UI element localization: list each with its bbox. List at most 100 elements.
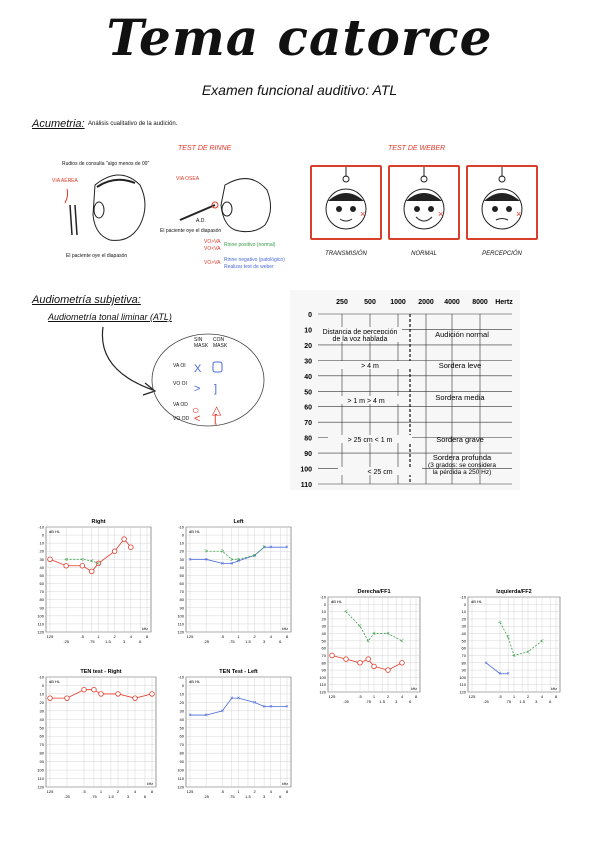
chart-ytick: -10 xyxy=(178,675,185,680)
legend-symbol-vo-od: < xyxy=(194,413,200,425)
chart-point xyxy=(89,568,95,575)
table-left-text: Distancia de percepción xyxy=(323,329,398,336)
chart-ytick: 100 xyxy=(177,613,184,618)
chart-ytick: 70 xyxy=(180,589,185,594)
chart-title: TEN test - Right xyxy=(80,669,121,675)
chart-bg xyxy=(30,665,160,805)
chart-xtick: 6 xyxy=(279,639,282,644)
chart-ytick: 40 xyxy=(322,631,327,636)
chart-point xyxy=(81,686,87,693)
chart-point xyxy=(149,691,155,697)
chart-point xyxy=(91,686,97,693)
chart-ytick: 60 xyxy=(180,734,185,739)
table-text-bg xyxy=(328,435,412,443)
chart-xtick: 1 xyxy=(100,789,103,794)
chart-ytick: 110 xyxy=(178,776,185,781)
table-db-label: 40 xyxy=(304,374,312,381)
weber-label-normal: NORMAL xyxy=(411,251,437,257)
chart-series-line xyxy=(66,558,99,564)
chart-title: Izquierda/FF2 xyxy=(496,589,531,595)
chart-xtick: .25 xyxy=(343,699,349,704)
svg-text:×: × xyxy=(438,209,443,219)
chart-ytick: 110 xyxy=(38,621,45,626)
chart-xtick: .75 xyxy=(229,794,235,799)
chart-xtick: .5 xyxy=(221,634,225,639)
chart-ytick: 70 xyxy=(40,742,45,747)
chart-ytick: 80 xyxy=(180,597,185,602)
chart-ytick: -10 xyxy=(38,675,45,680)
chart-point: > xyxy=(204,549,208,555)
chart-xtick: 2 xyxy=(114,634,117,639)
legend-row-va-od: VA OD xyxy=(173,402,188,408)
chart-ytick: 10 xyxy=(180,541,185,546)
chart-ytick: 0 xyxy=(42,533,45,538)
chart-point xyxy=(47,556,53,563)
chart-xtick: 8 xyxy=(555,694,558,699)
chart-xtick: .5 xyxy=(358,694,362,699)
chart-ytick: 40 xyxy=(40,565,45,570)
chart-point: × xyxy=(188,713,192,719)
chart-ytick: 110 xyxy=(460,682,467,687)
audiometria-heading: Audiometría subjetiva: xyxy=(32,294,141,306)
chart-xtick: 1.5 xyxy=(245,639,251,644)
weber-title: TEST DE WEBER xyxy=(388,145,446,152)
chart-point: < xyxy=(512,653,516,659)
rinne-title: TEST DE RINNE xyxy=(178,145,232,152)
rinne-va: VIA AÉREA xyxy=(52,178,78,184)
chart-ytick: 90 xyxy=(180,759,185,764)
chart-right: Right -10 0 10 20 30 40 50 60 70 80 90 100 110 120125.… xyxy=(30,515,155,650)
rinne-note2: El paciente oye el diapasón xyxy=(66,253,128,259)
table-left-text: > 4 m xyxy=(361,363,379,370)
chart-xtick: .25 xyxy=(483,699,489,704)
legend-symbol-va-oi-mask xyxy=(212,361,223,373)
chart-xtick: 125 xyxy=(329,694,336,699)
chart-title: Right xyxy=(91,519,105,525)
chart-dbhl-label: dB HL xyxy=(189,679,201,684)
chart-xtick: 3 xyxy=(123,639,126,644)
chart-point xyxy=(63,563,69,569)
chart-xtick: 4 xyxy=(401,694,404,699)
chart-izquierda: Izquierda/FF2-10010203040506070809010011… xyxy=(452,585,564,710)
legend-sin: SIN xyxy=(194,337,203,343)
chart-point xyxy=(329,652,335,659)
chart-ytick: 120 xyxy=(319,690,326,695)
chart-xtick: 3 xyxy=(263,639,266,644)
chart-xtick: 2 xyxy=(527,694,530,699)
chart-point: × xyxy=(237,559,241,565)
chart-ytick: 80 xyxy=(40,751,45,756)
legend-row-vo-oi: VO OI xyxy=(173,381,187,387)
chart-ytick: 10 xyxy=(180,691,185,696)
chart-point: × xyxy=(221,561,225,567)
chart-point: × xyxy=(262,545,266,551)
chart-ytick: 70 xyxy=(40,589,45,594)
chart-ytick: 10 xyxy=(40,541,45,546)
chart-ytick: 10 xyxy=(40,691,45,696)
rinne-vo: VIA OSEA xyxy=(176,176,200,182)
chart-point xyxy=(128,544,134,550)
legend-mask2: MASK xyxy=(213,343,228,349)
chart-ytick: 90 xyxy=(40,605,45,610)
chart-xtick: 125 xyxy=(47,789,54,794)
chart-xtick: 2 xyxy=(387,694,390,699)
chart-ytick: 110 xyxy=(38,776,45,781)
chart-ytick: 100 xyxy=(459,675,466,680)
chart-point xyxy=(98,691,104,697)
chart-point: > xyxy=(262,545,266,551)
chart-point xyxy=(371,663,377,670)
weber-box-percepcion: × xyxy=(466,165,538,240)
chart-xtick: 8 xyxy=(415,694,418,699)
chart-ytick: -10 xyxy=(178,525,185,530)
weber-face-normal-icon: × xyxy=(403,167,445,230)
chart-ytick: 60 xyxy=(462,646,467,651)
chart-ytick: 0 xyxy=(324,602,327,607)
svg-text:×: × xyxy=(516,209,521,219)
table-freq-label: Hertz xyxy=(495,299,513,306)
chart-xtick: 3 xyxy=(535,699,538,704)
chart-xtick: 125 xyxy=(469,694,476,699)
chart-ytick: 20 xyxy=(322,616,327,621)
chart-point: < xyxy=(526,650,530,656)
chart-ytick: 20 xyxy=(462,616,467,621)
table-freq-label: 4000 xyxy=(444,299,460,306)
table-db-label: 60 xyxy=(304,405,312,412)
